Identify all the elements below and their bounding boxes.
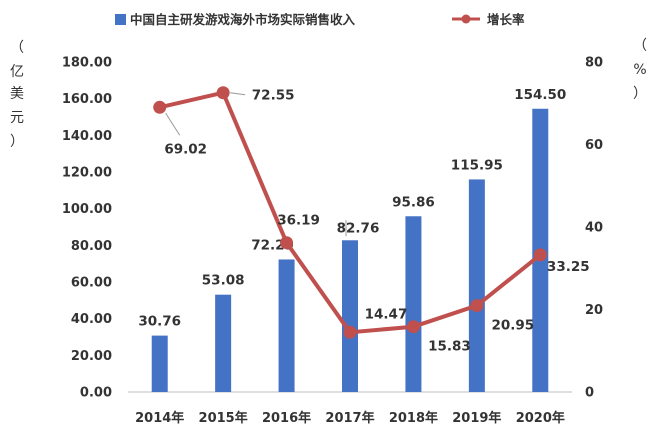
growth-point bbox=[533, 248, 547, 262]
y-left-title-char: 美 bbox=[10, 86, 24, 102]
bar bbox=[278, 259, 295, 392]
bar bbox=[215, 294, 232, 392]
y-left-tick-label: 100.00 bbox=[62, 202, 112, 217]
y-left-tick-label: 20.00 bbox=[71, 349, 112, 364]
legend: 中国自主研发游戏海外市场实际销售收入 增长率 bbox=[115, 12, 525, 27]
x-tick-label: 2018年 bbox=[389, 410, 438, 426]
growth-point bbox=[216, 86, 230, 100]
y-right-tick-label: 80 bbox=[585, 56, 603, 71]
growth-value-label: 14.47 bbox=[365, 306, 408, 322]
y-right-tick-label: 40 bbox=[585, 221, 603, 236]
y-right-title: （% ） bbox=[633, 38, 647, 102]
y-left-tick-label: 40.00 bbox=[71, 312, 112, 327]
growth-point bbox=[470, 299, 484, 313]
y-left-tick-label: 140.00 bbox=[62, 129, 112, 144]
bar bbox=[151, 335, 168, 392]
y-right-title-char: （ bbox=[633, 38, 647, 54]
y-right-title-char: % bbox=[633, 62, 646, 78]
legend-label-line: 增长率 bbox=[487, 12, 525, 27]
bar bbox=[342, 240, 358, 392]
x-ticks: 2014年 2015年 2016年 2017年 2018年 2019年 2020年 bbox=[135, 410, 565, 426]
legend-label-bar: 中国自主研发游戏海外市场实际销售收入 bbox=[130, 12, 356, 27]
y-left-title-char: 亿 bbox=[10, 64, 24, 80]
bar-value-label: 53.08 bbox=[202, 273, 245, 289]
bar-value-label: 115.95 bbox=[451, 157, 503, 173]
x-tick-label: 2017年 bbox=[325, 410, 374, 426]
growth-point bbox=[406, 320, 420, 334]
y-left-tick-label: 60.00 bbox=[71, 276, 112, 291]
bars bbox=[151, 108, 549, 392]
y-left-ticks: 0.00 20.00 40.00 60.00 80.00 100.00 120.00 140.… bbox=[62, 56, 112, 401]
growth-value-label: 72.55 bbox=[252, 88, 295, 104]
growth-point bbox=[280, 236, 294, 250]
growth-value-label: 15.83 bbox=[428, 339, 471, 355]
x-tick-label: 2015年 bbox=[199, 410, 248, 426]
line-labels: 69.02 72.55 36.19 14.47 15.83 20.95 33.25 bbox=[164, 88, 589, 355]
bar bbox=[405, 216, 422, 392]
x-tick-label: 2019年 bbox=[452, 410, 501, 426]
growth-value-label: 33.25 bbox=[547, 259, 590, 275]
y-left-tick-label: 160.00 bbox=[62, 92, 112, 107]
line-label-leader bbox=[165, 113, 181, 136]
legend-swatch-bar bbox=[115, 14, 126, 25]
y-left-tick-label: 80.00 bbox=[71, 239, 112, 254]
x-tick-label: 2016年 bbox=[262, 410, 311, 426]
bar-value-label: 154.50 bbox=[514, 87, 566, 103]
line-label-leader bbox=[230, 92, 246, 96]
growth-value-label: 69.02 bbox=[164, 141, 207, 157]
x-tick-label: 2020年 bbox=[516, 410, 565, 426]
y-right-tick-label: 0 bbox=[585, 386, 594, 401]
growth-point bbox=[343, 325, 357, 339]
growth-value-label: 36.19 bbox=[277, 213, 320, 229]
bar-value-label: 95.86 bbox=[392, 194, 435, 210]
y-left-tick-label: 0.00 bbox=[80, 386, 112, 401]
bar-value-label: 82.76 bbox=[337, 220, 380, 236]
y-left-title: （ 亿美元 ） bbox=[10, 40, 24, 150]
growth-value-label: 20.95 bbox=[492, 318, 535, 334]
y-left-tick-label: 120.00 bbox=[62, 166, 112, 181]
y-right-tick-label: 60 bbox=[585, 138, 603, 153]
growth-point bbox=[153, 100, 167, 114]
growth-line bbox=[153, 86, 547, 339]
legend-swatch-marker bbox=[461, 14, 471, 24]
y-right-ticks: 0 20 40 60 80 bbox=[585, 56, 603, 401]
y-right-title-char: ） bbox=[633, 86, 647, 102]
y-left-title-char: ） bbox=[10, 134, 24, 150]
bar-value-label: 30.76 bbox=[138, 314, 181, 330]
y-right-tick-label: 20 bbox=[585, 303, 603, 318]
bar bbox=[468, 179, 485, 392]
y-left-title-char: 元 bbox=[10, 110, 24, 126]
y-left-tick-label: 180.00 bbox=[62, 56, 112, 71]
x-tick-label: 2014年 bbox=[135, 410, 184, 426]
y-left-title-char: （ bbox=[10, 40, 24, 56]
